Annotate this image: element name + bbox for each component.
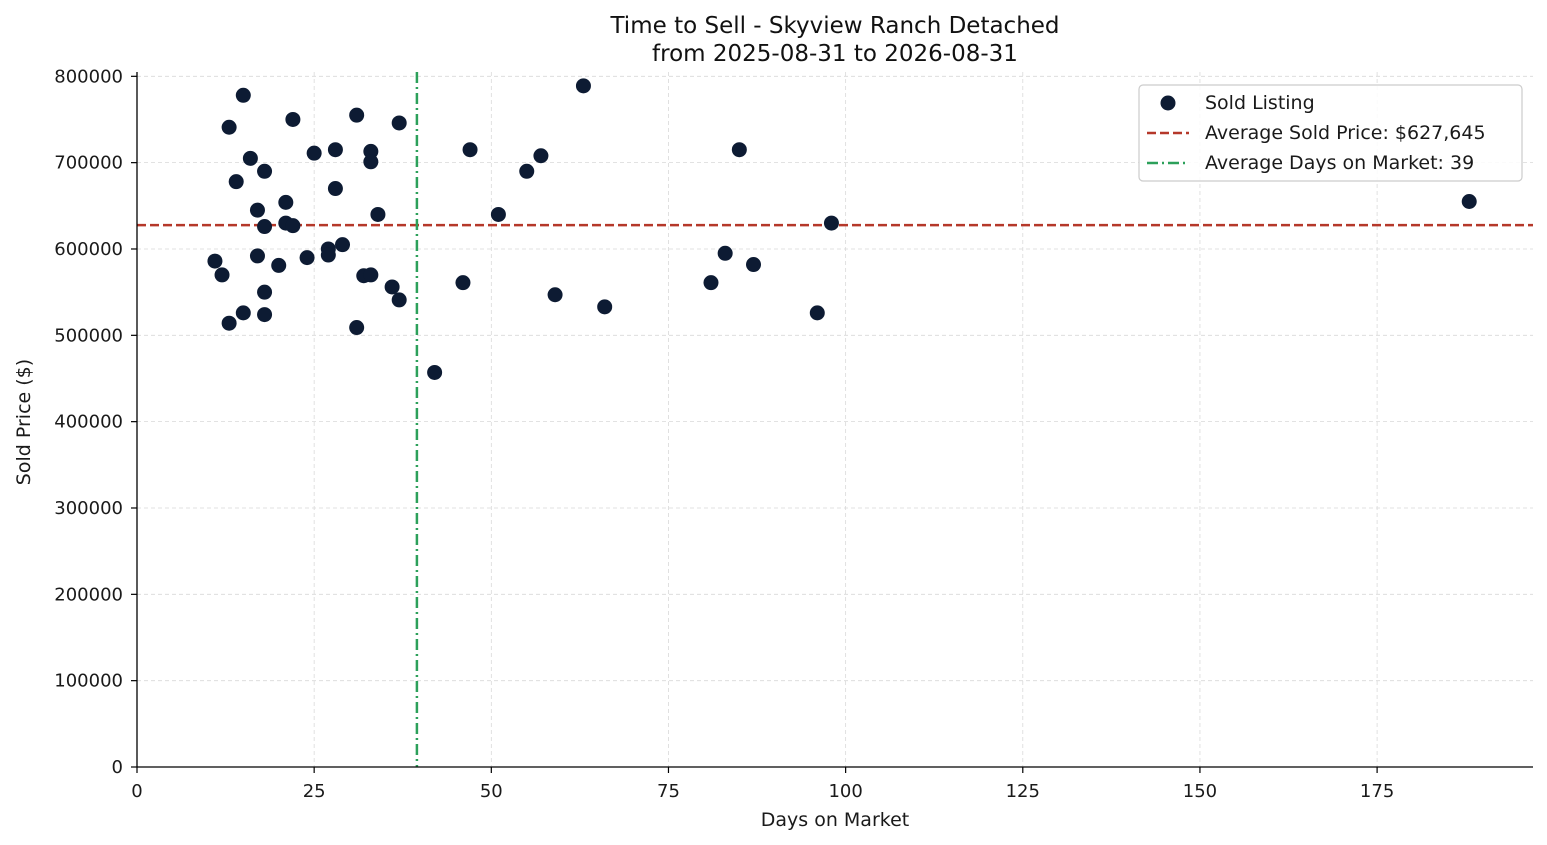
x-tick-label: 75 <box>657 781 680 802</box>
data-point <box>717 245 733 261</box>
data-point <box>427 364 443 380</box>
y-tick-label: 400000 <box>54 412 123 433</box>
data-point <box>207 253 223 269</box>
legend-label-avg-price: Average Sold Price: $627,645 <box>1205 122 1486 144</box>
y-tick-label: 0 <box>112 757 123 778</box>
data-point <box>363 143 379 159</box>
data-point <box>285 218 301 234</box>
data-point <box>221 119 237 135</box>
data-point <box>490 206 506 222</box>
data-point <box>809 305 825 321</box>
data-point <box>320 247 336 263</box>
data-point <box>306 145 322 161</box>
x-tick-label: 50 <box>480 781 503 802</box>
data-point <box>214 267 230 283</box>
data-point <box>257 219 273 235</box>
data-point <box>242 150 258 166</box>
legend: Sold Listing Average Sold Price: $627,64… <box>1138 84 1523 182</box>
data-point <box>249 248 265 264</box>
data-point <box>1461 194 1477 210</box>
data-point <box>823 215 839 231</box>
data-point <box>703 275 719 291</box>
data-point <box>731 142 747 158</box>
data-point <box>363 267 379 283</box>
data-point <box>391 292 407 308</box>
axes <box>131 72 1533 773</box>
x-tick-label: 150 <box>1183 781 1217 802</box>
y-tick-label: 700000 <box>54 153 123 174</box>
x-tick-label: 100 <box>828 781 862 802</box>
data-point <box>575 78 591 94</box>
data-point <box>547 287 563 303</box>
y-tick-label: 600000 <box>54 239 123 260</box>
data-point <box>391 115 407 131</box>
data-point <box>519 163 535 179</box>
data-point <box>257 163 273 179</box>
x-tick-label: 125 <box>1006 781 1040 802</box>
data-point <box>327 142 343 158</box>
y-tick-label: 300000 <box>54 498 123 519</box>
data-point <box>249 202 265 218</box>
chart-subtitle: from 2025-08-31 to 2026-08-31 <box>652 41 1018 67</box>
data-point <box>597 299 613 315</box>
x-tick-label: 0 <box>131 781 142 802</box>
tick-labels: 0 25 50 75 100 125 150 175 0 100000 200000 300000 40… <box>54 66 1394 802</box>
legend-label-avg-days: Average Days on Market: 39 <box>1205 152 1474 174</box>
legend-box <box>1138 84 1523 182</box>
legend-marker-sold-listing <box>1160 95 1176 111</box>
data-point <box>221 315 237 331</box>
data-point <box>257 307 273 323</box>
data-point <box>299 250 315 266</box>
data-point <box>278 194 294 210</box>
data-point <box>533 148 549 164</box>
data-point <box>746 257 762 273</box>
data-point <box>228 174 244 190</box>
data-points <box>207 78 1477 380</box>
y-axis-label: Sold Price ($) <box>13 359 35 485</box>
data-point <box>335 237 351 253</box>
data-point <box>363 154 379 170</box>
data-point <box>370 206 386 222</box>
legend-label-sold-listing: Sold Listing <box>1205 92 1315 114</box>
x-tick-label: 25 <box>303 781 326 802</box>
grid-lines <box>137 72 1533 767</box>
y-tick-label: 100000 <box>54 671 123 692</box>
data-point <box>235 305 251 321</box>
data-point <box>384 279 400 295</box>
data-point <box>327 181 343 197</box>
data-point <box>271 257 287 273</box>
data-point <box>462 142 478 158</box>
data-point <box>349 107 365 123</box>
y-tick-label: 200000 <box>54 584 123 605</box>
y-tick-label: 800000 <box>54 66 123 87</box>
x-tick-label: 175 <box>1360 781 1394 802</box>
chart-title: Time to Sell - Skyview Ranch Detached <box>609 13 1059 39</box>
data-point <box>235 87 251 103</box>
y-tick-label: 500000 <box>54 325 123 346</box>
x-axis-label: Days on Market <box>761 809 909 831</box>
data-point <box>455 275 471 291</box>
data-point <box>285 111 301 127</box>
data-point <box>349 320 365 336</box>
data-point <box>257 284 273 300</box>
